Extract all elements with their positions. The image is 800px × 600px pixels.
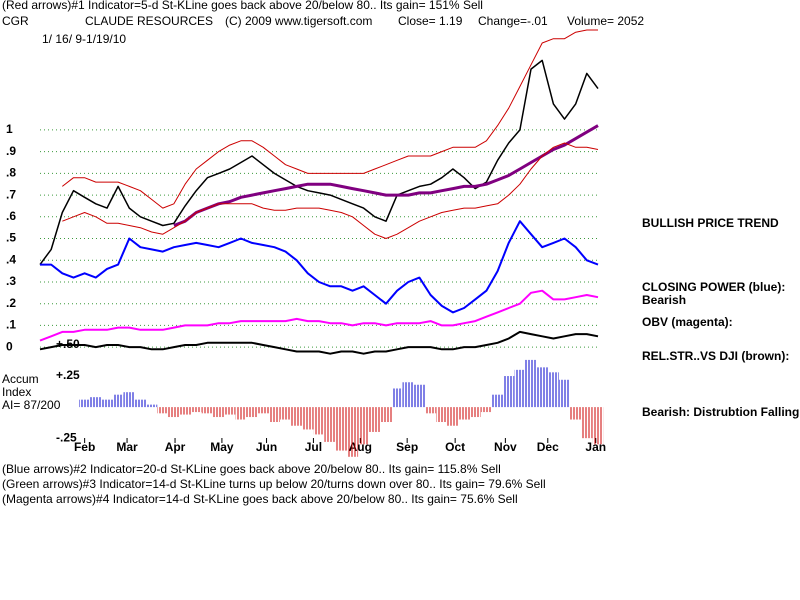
accum-bar	[547, 372, 559, 408]
accum-bar	[101, 399, 113, 408]
accum-bar	[402, 382, 414, 408]
volume: Volume= 2052	[567, 14, 644, 28]
accum-bar	[134, 399, 147, 408]
accum-state: Bearish: Distrubtion Falling.	[642, 405, 800, 419]
closing-power-label: CLOSING POWER (blue):	[642, 280, 785, 294]
y-tick-label: .9	[6, 144, 16, 158]
accum-bar	[391, 388, 403, 408]
accum-bar	[224, 407, 236, 415]
series-line	[39, 59, 599, 266]
y-tick-label: .5	[6, 231, 16, 245]
accum-title: Index	[2, 385, 31, 399]
accum-bar	[346, 407, 359, 457]
y-tick-label: .3	[6, 274, 16, 288]
accum-bar	[190, 407, 202, 413]
series-line	[173, 124, 599, 227]
y-tick-label: +.50	[56, 337, 80, 351]
accum-bar	[201, 407, 213, 414]
accum-bar	[503, 376, 515, 408]
accum-bar	[291, 407, 303, 426]
date-range: 1/ 16/ 9-1/19/10	[42, 32, 126, 46]
close: Close= 1.19	[398, 14, 463, 28]
company-name: CLAUDE RESOURCES	[85, 14, 213, 28]
y-tick-label: .1	[6, 318, 16, 332]
x-tick-label: Dec	[537, 440, 559, 454]
accum-bar	[123, 392, 135, 408]
accum-bar	[335, 407, 347, 451]
accum-bar	[570, 407, 582, 420]
change: Change=-.01	[478, 14, 548, 28]
accum-bar	[235, 407, 247, 420]
accum-bar	[79, 399, 91, 408]
accum-bar	[112, 394, 124, 408]
accum-bar	[413, 384, 426, 408]
accum-bar	[257, 407, 269, 414]
series-line	[62, 142, 599, 239]
series-line	[40, 220, 599, 314]
accum-bar	[425, 407, 437, 414]
accum-bar	[302, 407, 314, 430]
accum-bar	[480, 407, 492, 413]
accum-bar	[369, 407, 381, 432]
accum-bar	[268, 407, 280, 423]
y-tick-label: .7	[6, 187, 16, 201]
accum-bar	[246, 407, 258, 418]
accum-bar	[279, 407, 292, 420]
x-tick-label: Jun	[256, 440, 277, 454]
accum-bar	[447, 407, 459, 426]
accum-bar	[179, 407, 191, 415]
accum-bar	[514, 369, 526, 408]
footer-line: (Green arrows)#3 Indicator=14-d St-KLine…	[2, 477, 546, 491]
trend-label: BULLISH PRICE TREND	[642, 216, 779, 230]
y-tick-label: .8	[6, 166, 16, 180]
accum-bar	[536, 367, 548, 408]
y-tick-label: .2	[6, 296, 16, 310]
x-tick-label: Nov	[494, 440, 517, 454]
accum-bar	[358, 407, 370, 445]
accum-bar	[380, 407, 392, 423]
x-tick-label: Jul	[305, 440, 322, 454]
accum-bar	[146, 404, 158, 408]
x-tick-label: Apr	[165, 440, 186, 454]
y-tick-label: .6	[6, 209, 16, 223]
accum-bar	[525, 359, 537, 408]
series-line	[39, 330, 599, 355]
accum-bar	[436, 407, 448, 423]
x-tick-label: May	[210, 440, 234, 454]
accum-bar	[324, 407, 336, 442]
accum-ai: AI= 87/200	[2, 398, 61, 412]
accum-bar	[168, 407, 180, 418]
y-tick-label: -.25	[56, 430, 77, 444]
accum-bar	[581, 407, 593, 439]
accum-bar	[90, 397, 102, 408]
copyright: (C) 2009 www.tigersoft.com	[225, 14, 372, 28]
x-tick-label: Sep	[396, 440, 418, 454]
footer-line: (Blue arrows)#2 Indicator=20-d St-KLine …	[2, 462, 501, 476]
accum-title: Accum	[2, 372, 39, 386]
x-tick-label: Oct	[445, 440, 465, 454]
y-tick-label: .4	[6, 252, 16, 266]
y-tick-label: 0	[6, 339, 13, 353]
symbol: CGR	[2, 14, 29, 28]
series-line	[61, 29, 598, 209]
relstr-label: REL.STR..VS DJI (brown):	[642, 349, 789, 363]
accum-bar	[313, 407, 325, 435]
series-line	[39, 289, 599, 342]
x-tick-label: Feb	[74, 440, 95, 454]
accum-bar	[592, 407, 604, 445]
accum-bar	[157, 407, 169, 414]
y-tick-label: 1	[6, 122, 13, 136]
x-tick-label: Mar	[116, 440, 138, 454]
accum-bar	[469, 407, 481, 418]
footer-line: (Magenta arrows)#4 Indicator=14-d St-KLi…	[2, 492, 518, 506]
accum-bar	[458, 407, 470, 420]
header-line: (Red arrows)#1 Indicator=5-d St-KLine go…	[2, 0, 483, 12]
accum-bar	[212, 407, 225, 418]
accum-bar	[491, 394, 504, 408]
accum-bar	[558, 379, 571, 408]
obv-label: OBV (magenta):	[642, 315, 733, 329]
y-tick-label: +.25	[56, 368, 80, 382]
closing-power-state: Bearish	[642, 293, 686, 307]
